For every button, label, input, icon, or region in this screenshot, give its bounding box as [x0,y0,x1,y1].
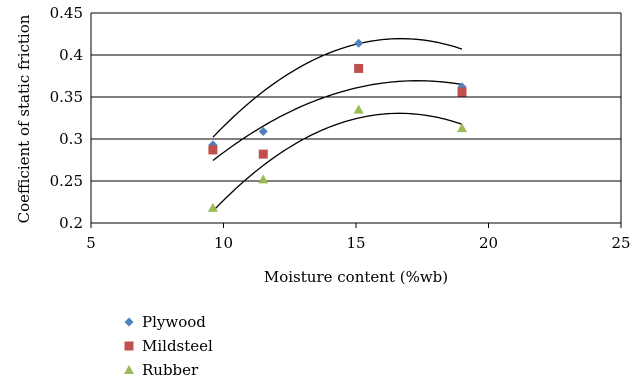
tick-labels: 0.2 0.25 0.3 0.35 0.4 0.45 5 10 15 20 25 [50,4,631,252]
x-tick-label: 10 [214,234,233,252]
legend-marker-plywood [124,317,134,327]
point-rubber [353,104,364,114]
y-tick-label: 0.2 [59,214,83,232]
y-axis-title: Coefficient of static friction [15,14,33,223]
trendline-plywood [212,38,463,138]
x-tick-label: 25 [611,234,630,252]
trendline-mildsteel [212,80,463,162]
x-axis-title: Moisture content (%wb) [264,268,448,286]
point-mildsteel [208,145,218,155]
y-tick-label: 0.4 [59,46,83,64]
axes [90,13,622,228]
point-mildsteel [457,87,467,97]
y-tick-label: 0.3 [59,130,83,148]
x-tick-label: 15 [346,234,365,252]
trendlines [212,38,463,212]
data-points [207,38,467,212]
legend-marker-rubber [124,365,134,374]
legend-label-rubber: Rubber [142,361,199,379]
point-mildsteel [258,149,268,159]
y-tick-label: 0.25 [50,172,83,190]
gridlines [91,12,621,182]
y-tick-label: 0.45 [50,4,83,22]
y-tick-label: 0.35 [50,88,83,106]
point-rubber [457,123,467,133]
point-plywood [258,126,268,136]
legend: Plywood Mildsteel Rubber [124,313,213,379]
trendline-rubber [212,112,463,212]
point-plywood [354,38,364,48]
x-tick-label: 20 [479,234,498,252]
point-mildsteel [354,63,364,73]
point-rubber [207,202,218,212]
legend-marker-mildsteel [124,341,134,351]
x-tick-label: 5 [86,234,96,252]
legend-label-mildsteel: Mildsteel [142,337,213,355]
legend-label-plywood: Plywood [142,313,206,331]
point-rubber [258,174,269,184]
